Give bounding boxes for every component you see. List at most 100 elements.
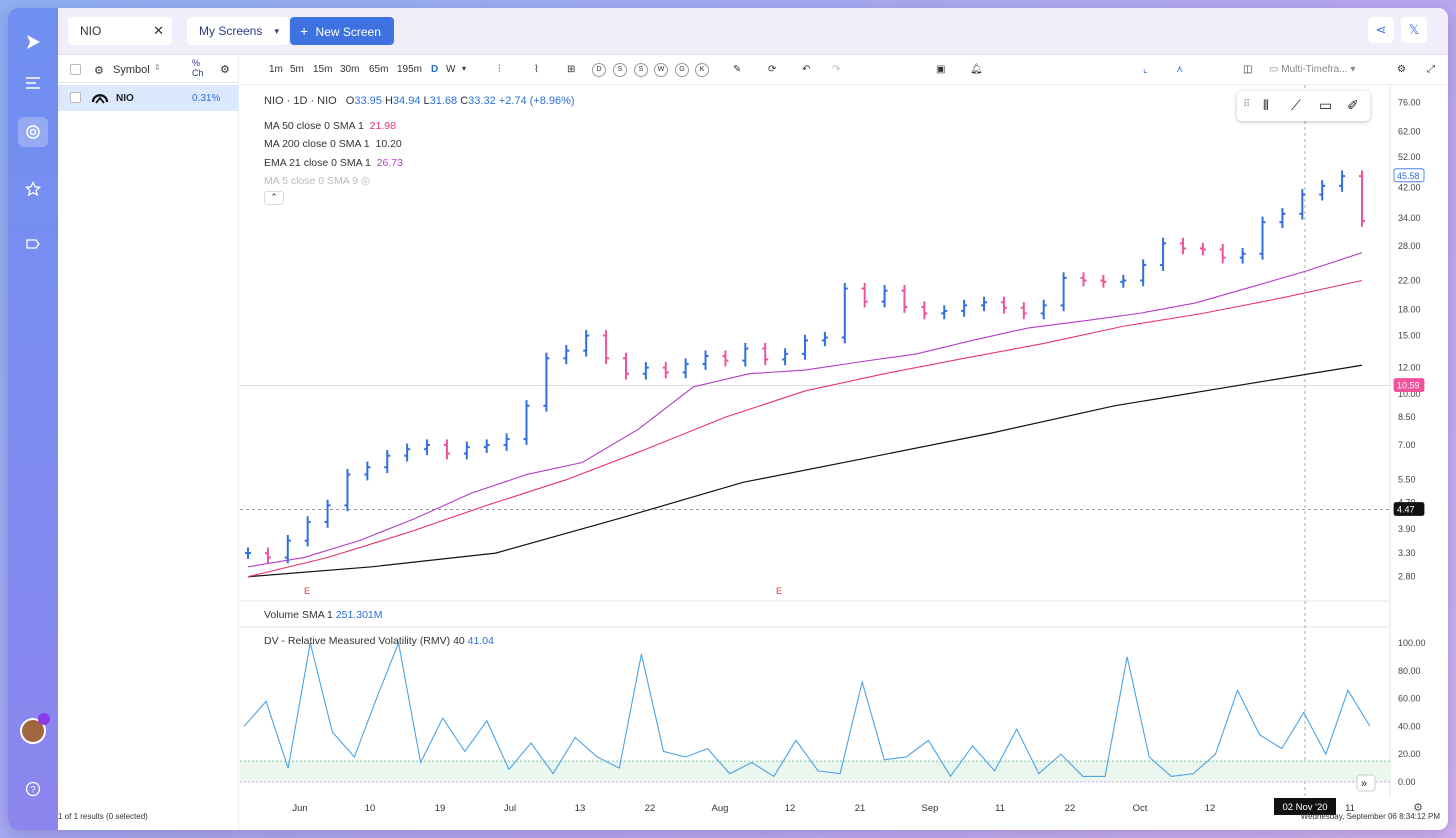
timeframe-w[interactable]: W (446, 64, 456, 75)
price-axis-label: 8.50 (1398, 412, 1416, 422)
legend-volume-label: Volume SMA 1 (264, 609, 333, 621)
crosshair-date-tag (1274, 798, 1336, 815)
refresh-icon[interactable]: ⟳ (768, 64, 777, 75)
change-column-header[interactable]: % Ch (192, 58, 204, 78)
legend-open: 33.95 (354, 95, 382, 107)
table-row[interactable]: NIO 0.31% (58, 85, 239, 111)
timeframe-30m[interactable]: 30m (340, 64, 360, 75)
timeframe-d[interactable]: D (431, 64, 439, 75)
nio-logo-icon (91, 90, 109, 104)
settings-icon[interactable]: ⚙ (220, 64, 230, 76)
legend-ma50-value: 21.98 (369, 120, 396, 132)
rmv-axis-label: 100.00 (1398, 638, 1426, 648)
legend-rmv: DV - Relative Measured Volatility (RMV) … (264, 635, 494, 647)
calendar-icon[interactable]: ▣ (936, 64, 946, 75)
legend-ma50: MA 50 close 0 SMA 1 21.98 (264, 120, 396, 132)
legend-title: NIO · 1D · NIO (264, 95, 337, 107)
price-axis-label: 76.00 (1398, 97, 1421, 107)
price-axis-label: 12.00 (1398, 363, 1421, 373)
price-chart[interactable]: 76.00 62.00 52.00 42.00 34.00 28.00 22.00 18.00… (240, 85, 1448, 830)
sidebar-header: ⚙ Symbol ⇕ % Ch ⚙ (58, 55, 238, 83)
price-tag (1393, 168, 1425, 183)
period-chip-s1[interactable]: S (613, 63, 627, 77)
avatar[interactable] (18, 713, 50, 746)
timeframe-15m[interactable]: 15m (313, 64, 333, 75)
period-chip-d[interactable]: D (592, 63, 606, 77)
earnings-mark: E (304, 586, 310, 596)
star-icon[interactable] (18, 174, 48, 204)
price-axis-label: 2.80 (1398, 572, 1416, 582)
x-axis-label: 12 (785, 803, 796, 814)
compare-icon[interactable]: ⋏ (1176, 64, 1184, 75)
change-header-bottom: Ch (192, 68, 204, 78)
select-all-checkbox[interactable] (70, 64, 81, 75)
price-axis-label: 15.00 (1398, 331, 1421, 341)
ema21-line (247, 252, 1363, 568)
period-chip-k[interactable]: K (695, 63, 709, 77)
new-screen-button[interactable]: + New Screen (290, 17, 394, 45)
price-tag (1393, 502, 1425, 516)
multi-timeframe-dropdown[interactable]: ▭ Multi-Timefra... ▾ (1269, 64, 1356, 75)
close-icon[interactable]: ✕ (153, 23, 164, 38)
trendline-tool-icon[interactable]: ⟋ (1291, 97, 1301, 113)
brush-tool-icon[interactable]: ✐ (1347, 97, 1359, 113)
x-axis-label: Aug (712, 803, 729, 814)
help-icon[interactable]: ? (18, 774, 48, 804)
undo-icon[interactable]: ↶ (802, 64, 811, 75)
price-axis-label: 5.50 (1398, 475, 1416, 485)
sort-icon[interactable]: ⇕ (154, 63, 161, 72)
screener-icon[interactable] (18, 117, 48, 147)
legend-ema21: EMA 21 close 0 SMA 1 26.73 (264, 157, 403, 169)
chart-style-icon[interactable]: ⌞ (1143, 64, 1148, 75)
rmv-axis-label: 80.00 (1398, 666, 1421, 676)
timeframe-5m[interactable]: 5m (290, 64, 304, 75)
chart-settings-icon[interactable]: ⚙ (1397, 64, 1406, 75)
share-icon[interactable]: ⋖ (1368, 17, 1394, 43)
chevron-down-icon: ▾ (274, 26, 279, 36)
flag-icon[interactable] (18, 230, 48, 260)
period-chip-g[interactable]: G (675, 63, 689, 77)
symbol-column-header[interactable]: Symbol (113, 64, 150, 76)
legend-low: 31.68 (429, 95, 458, 107)
layout-icon[interactable]: ◫ (1243, 64, 1253, 75)
gear-icon[interactable]: ⚙ (94, 65, 104, 77)
hidden-eye-icon[interactable]: ◎ (360, 175, 371, 187)
timeframe-chevron-icon[interactable]: ▾ (462, 64, 467, 73)
chart-toolbar: 1m 5m 15m 30m 65m 195m D W ▾ ⫶ ⌇ ⊞ D S S… (240, 55, 1448, 85)
row-checkbox[interactable] (70, 92, 81, 103)
rmv-axis-label: 0.00 (1398, 777, 1416, 787)
chart-area[interactable]: 76.00 62.00 52.00 42.00 34.00 28.00 22.00 18.00… (240, 85, 1448, 830)
line-chart-icon[interactable]: ⌇ (534, 64, 539, 75)
my-screens-dropdown[interactable]: My Screens ▾ (187, 17, 289, 45)
grid-icon[interactable]: ⊞ (567, 64, 576, 75)
alert-bell-icon[interactable]: 🔔︎ (970, 64, 983, 75)
timeframe-1m[interactable]: 1m (269, 64, 283, 75)
legend-ma200-value: 10.20 (375, 138, 402, 150)
period-chip-w[interactable]: W (654, 63, 668, 77)
collapse-legend-button[interactable]: ⌃ (264, 191, 284, 205)
rmv-axis-label: 20.00 (1398, 749, 1421, 759)
price-axis-label: 18.00 (1398, 304, 1421, 314)
timeframe-195m[interactable]: 195m (397, 64, 423, 75)
twitter-x-icon[interactable]: 𝕏 (1401, 17, 1427, 43)
price-tag-label: 10.59 (1397, 381, 1420, 391)
legend-ema21-label: EMA 21 close 0 SMA 1 (264, 157, 371, 169)
indicator-bars-icon[interactable]: ⫶ (498, 64, 501, 75)
ma50-line (247, 279, 1363, 578)
legend-volume: Volume SMA 1 251.301M (264, 609, 383, 621)
redo-icon[interactable]: ↷ (832, 64, 841, 75)
price-tag-label: 45.58 (1397, 171, 1420, 181)
new-screen-label: New Screen (315, 25, 381, 39)
period-chip-s2[interactable]: S (634, 63, 648, 77)
drag-handle-icon[interactable]: ⠿ (1243, 99, 1251, 110)
change-header-top: % (192, 58, 201, 68)
logo-icon[interactable] (18, 27, 48, 57)
fullscreen-icon[interactable]: ⤢ (1427, 64, 1435, 75)
list-icon[interactable] (18, 68, 48, 98)
candlestick-tool-icon[interactable]: ⫴ (1263, 97, 1269, 113)
eraser-icon[interactable]: ✎ (733, 64, 742, 75)
comment-tool-icon[interactable]: ▭ (1319, 97, 1333, 113)
x-axis-label: Sep (922, 803, 939, 814)
timeframe-65m[interactable]: 65m (369, 64, 389, 75)
symbol-search-input[interactable]: NIO ✕ (68, 17, 172, 45)
